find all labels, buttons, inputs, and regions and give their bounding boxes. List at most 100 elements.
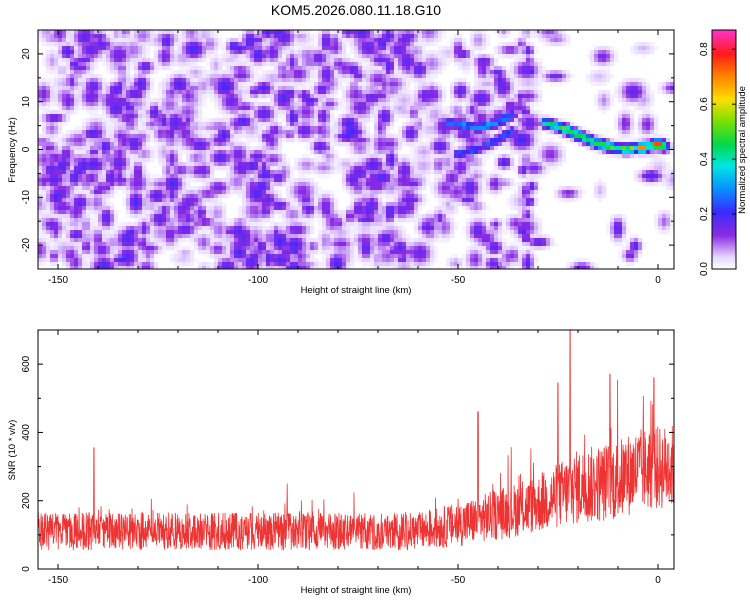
heatmap-cell [210, 34, 215, 39]
heatmap-cell [478, 70, 483, 75]
heatmap-cell [154, 134, 159, 139]
heatmap-cell [394, 170, 399, 175]
heatmap-cell [426, 178, 431, 183]
heatmap-cell [274, 54, 279, 59]
heatmap-cell [370, 34, 375, 39]
heatmap-cell [486, 154, 491, 159]
heatmap-cell [118, 82, 123, 87]
heatmap-cell [70, 38, 75, 43]
heatmap-cell [514, 54, 519, 59]
heatmap-cell [82, 134, 87, 139]
heatmap-cell [346, 114, 351, 119]
heatmap-cell [138, 38, 143, 43]
heatmap-cell [130, 98, 135, 103]
heatmap-cell [218, 82, 223, 87]
heatmap-cell [310, 118, 315, 123]
heatmap-cell [358, 90, 363, 95]
heatmap-cell [434, 126, 439, 131]
heatmap-cell [330, 106, 335, 111]
heatmap-cell [334, 90, 339, 95]
heatmap-cell [358, 174, 363, 179]
heatmap-cell [94, 166, 99, 171]
heatmap-cell [466, 50, 471, 55]
heatmap-cell [414, 150, 419, 155]
heatmap-cell [642, 178, 647, 183]
heatmap-cell [462, 146, 467, 151]
heatmap-cell [274, 86, 279, 91]
heatmap-cell [398, 162, 403, 167]
heatmap-cell [302, 78, 307, 83]
heatmap-cell [66, 154, 71, 159]
heatmap-cell [430, 118, 435, 123]
heatmap-cell [302, 42, 307, 47]
heatmap-cell [46, 62, 51, 67]
heatmap-cell [242, 134, 247, 139]
heatmap-cell [150, 158, 155, 163]
heatmap-cell [450, 98, 455, 103]
heatmap-cell [246, 130, 251, 135]
heatmap-cell [418, 102, 423, 107]
heatmap-cell [226, 82, 231, 87]
heatmap-cell [538, 126, 543, 131]
heatmap-cell [450, 58, 455, 63]
heatmap-cell [526, 122, 531, 127]
heatmap-cell [394, 74, 399, 79]
heatmap-cell [238, 62, 243, 67]
heatmap-cell [438, 154, 443, 159]
heatmap-cell [174, 50, 179, 55]
heatmap-cell [446, 174, 451, 179]
heatmap-cell [526, 126, 531, 131]
heatmap-cell [418, 150, 423, 155]
heatmap-cell [618, 122, 623, 127]
heatmap-cell [358, 118, 363, 123]
heatmap-cell [342, 158, 347, 163]
heatmap-cell [314, 110, 319, 115]
heatmap-cell [314, 98, 319, 103]
heatmap-cell [426, 86, 431, 91]
heatmap-cell [314, 134, 319, 139]
heatmap-cell [306, 178, 311, 183]
heatmap-cell [370, 154, 375, 159]
heatmap-cell [146, 154, 151, 159]
heatmap-cell [130, 162, 135, 167]
heatmap-cell [338, 66, 343, 71]
heatmap-cell [42, 98, 47, 103]
heatmap-cell [338, 58, 343, 63]
heatmap-cell [118, 38, 123, 43]
heatmap-cell [126, 94, 131, 99]
heatmap-cell [358, 122, 363, 127]
heatmap-cell [482, 62, 487, 67]
heatmap-cell [330, 102, 335, 107]
heatmap-cell [466, 114, 471, 119]
heatmap-cell [594, 62, 599, 67]
heatmap-cell [166, 82, 171, 87]
heatmap-cell [202, 94, 207, 99]
heatmap-cell [158, 50, 163, 55]
heatmap-cell [582, 130, 587, 135]
heatmap-cell [590, 142, 595, 147]
heatmap-cell [478, 30, 483, 35]
heatmap-cell [182, 162, 187, 167]
heatmap-cell [670, 146, 674, 151]
heatmap-cell [598, 62, 603, 67]
heatmap-cell [514, 62, 519, 67]
heatmap-cell [670, 150, 674, 155]
heatmap-cell [398, 102, 403, 107]
heatmap-cell [498, 138, 503, 143]
heatmap-cell [498, 42, 503, 47]
heatmap-cell [330, 70, 335, 75]
heatmap-cell [354, 34, 359, 39]
heatmap-cell [226, 162, 231, 167]
heatmap-cell [266, 166, 271, 171]
heatmap-cell [646, 106, 651, 111]
heatmap-cell [398, 46, 403, 51]
heatmap-cell [618, 110, 623, 115]
heatmap-cell [634, 78, 639, 83]
heatmap-cell [538, 66, 543, 71]
heatmap-cell [258, 166, 263, 171]
heatmap-cell [258, 90, 263, 95]
heatmap-cell [214, 126, 219, 131]
heatmap-cell [434, 86, 439, 91]
heatmap-cell [326, 130, 331, 135]
heatmap-cell [558, 126, 563, 131]
